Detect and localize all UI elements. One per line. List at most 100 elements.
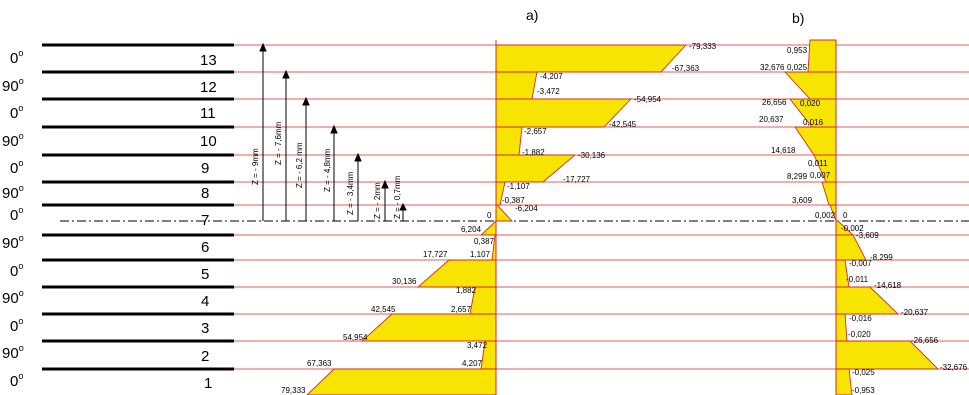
panel-b-label: b) <box>792 10 804 26</box>
stress-value: -1,882 <box>522 148 545 157</box>
stress-a-segment <box>495 71 538 100</box>
stress-value: 1,882 <box>456 286 477 295</box>
z-label: Z = - 4,8mm <box>323 148 332 192</box>
ply-angle: 90o <box>2 131 24 150</box>
ply-number: 11 <box>200 105 216 122</box>
stress-value: 2,657 <box>451 305 472 314</box>
ply-angle: 0o <box>10 48 23 67</box>
stress-value: -0,011 <box>846 275 869 284</box>
ply-angle-labels: 0o 90o 0o 90o 0o 90o 0o 90o 0o 90o 0o 90… <box>2 48 24 390</box>
stress-a-values: -79,333 -67,363 -4,207 -3,472 -54,954 -4… <box>281 42 717 395</box>
arrowhead <box>381 179 389 189</box>
stress-a-segment <box>416 259 497 288</box>
stress-b-segment <box>835 286 900 315</box>
ply-number: 10 <box>200 133 217 150</box>
stress-value: 4,207 <box>462 359 483 368</box>
stress-value: 0,020 <box>800 99 821 108</box>
arrowhead <box>330 124 338 134</box>
stress-value: -3,609 <box>856 231 879 240</box>
arrowhead <box>282 69 290 79</box>
panel-a-label: a) <box>526 7 538 23</box>
stress-value: 0,011 <box>808 159 828 168</box>
ply-number: 5 <box>201 266 209 283</box>
z-label: Z = - 7,6mm <box>274 121 283 165</box>
stress-value: 26,656 <box>762 98 787 107</box>
stress-value: -6,204 <box>515 204 538 213</box>
z-labels: Z = - 9mm Z = - 7,6mm Z = - 6,2 mm Z = -… <box>251 121 402 219</box>
ply-angle: 90o <box>2 233 24 252</box>
stress-a-segment <box>495 204 514 222</box>
stress-value: -14,618 <box>874 281 902 290</box>
stress-value: 0,387 <box>474 237 495 246</box>
stress-value: -26,656 <box>911 336 939 345</box>
stress-a-segment <box>360 313 497 342</box>
stress-value: -20,637 <box>901 308 929 317</box>
ply-angle: 90o <box>2 288 24 307</box>
stress-a-segment <box>306 368 497 395</box>
arrowhead <box>302 96 310 106</box>
ply-angle: 0o <box>10 261 23 280</box>
stress-value: 0,002 <box>815 211 836 220</box>
stress-value: 42,545 <box>371 305 396 314</box>
ply-angle: 0o <box>10 158 23 177</box>
arrowhead <box>399 202 407 211</box>
stress-value: -0,020 <box>848 330 871 339</box>
stress-value: -0,953 <box>852 386 875 395</box>
stress-value: 0,007 <box>810 171 831 180</box>
stress-value: 3,472 <box>467 341 488 350</box>
stress-value: 8,299 <box>787 172 808 181</box>
stress-value: 0 <box>843 211 848 220</box>
stress-b-segment <box>835 313 848 342</box>
stress-value: -0,002 <box>841 224 864 233</box>
ply-angle: 0o <box>10 316 23 335</box>
stress-a-segment <box>479 219 497 236</box>
ply-number: 8 <box>201 185 209 202</box>
stress-value: 32,676 <box>760 63 785 72</box>
stress-b-segment <box>821 181 837 206</box>
stress-value: -54,954 <box>634 95 662 104</box>
stress-value: -1,107 <box>507 182 530 191</box>
ply-angle: 0o <box>10 103 23 122</box>
stress-value: -67,363 <box>672 64 700 73</box>
stress-value: -0,007 <box>849 259 872 268</box>
stress-value: 0 <box>487 211 492 220</box>
stress-value: 17,727 <box>423 250 448 259</box>
z-label: Z = - 2mm <box>373 182 382 219</box>
stress-b-segment <box>794 126 837 156</box>
ply-separator-lines <box>42 43 234 371</box>
stress-value: 54,954 <box>343 333 368 342</box>
stress-value: -79,333 <box>689 42 717 51</box>
ply-number: 7 <box>201 212 209 229</box>
stress-b-segment <box>807 39 837 73</box>
ply-number: 1 <box>204 375 212 392</box>
ply-angle: 90o <box>2 183 24 202</box>
z-label: Z = - 0,7mm <box>393 175 402 219</box>
stress-value: 67,363 <box>307 359 332 368</box>
stress-b-segment <box>835 368 853 395</box>
ply-number: 12 <box>200 79 217 96</box>
stress-value: 6,204 <box>461 225 482 234</box>
ply-number: 13 <box>200 52 217 69</box>
stress-value: -2,657 <box>524 127 547 136</box>
ply-angle: 0o <box>10 371 23 390</box>
z-label: Z = - 3,4mm <box>346 171 355 215</box>
stress-b-values: 0,953 0,025 32,676 26,656 0,020 20,637 0… <box>759 46 968 395</box>
stress-value: -17,727 <box>563 175 591 184</box>
z-label: Z = - 9mm <box>251 148 260 185</box>
stress-value: -8,299 <box>870 253 893 262</box>
stress-value: 0,953 <box>787 46 808 55</box>
ply-number: 9 <box>201 160 209 177</box>
stress-value: -0,016 <box>849 314 872 323</box>
ply-number: 4 <box>201 293 209 310</box>
stress-b-segment <box>783 71 837 100</box>
arrowhead <box>354 152 362 162</box>
stress-value: -0,025 <box>852 368 875 377</box>
stress-value: 0,025 <box>787 63 808 72</box>
stress-value: 3,609 <box>792 196 813 205</box>
stress-value: 30,136 <box>392 277 417 286</box>
stress-a-segment <box>495 44 688 73</box>
ply-angle: 90o <box>2 76 24 95</box>
stress-value: 79,333 <box>281 386 306 395</box>
z-label: Z = - 6,2 mm <box>295 142 304 188</box>
